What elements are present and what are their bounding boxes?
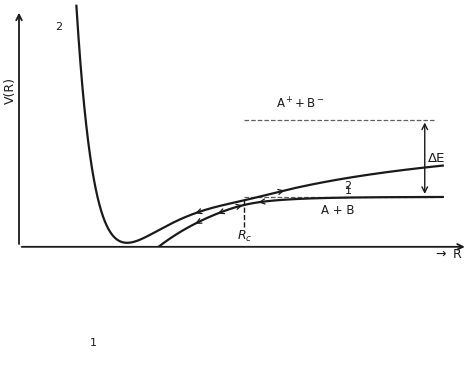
Text: 2: 2 [345, 181, 352, 192]
Text: 1: 1 [345, 186, 352, 196]
Text: 2: 2 [55, 22, 62, 32]
Text: $R_c$: $R_c$ [237, 229, 252, 244]
Text: $\rightarrow$ R: $\rightarrow$ R [433, 248, 463, 261]
Text: V(R): V(R) [4, 77, 17, 104]
Text: A + B: A + B [321, 204, 355, 217]
Text: 1: 1 [90, 338, 97, 348]
Text: $\mathregular{A^+}$$\mathregular{+\,B^-}$: $\mathregular{A^+}$$\mathregular{+\,B^-}… [276, 96, 324, 111]
Text: ΔE: ΔE [428, 152, 446, 165]
